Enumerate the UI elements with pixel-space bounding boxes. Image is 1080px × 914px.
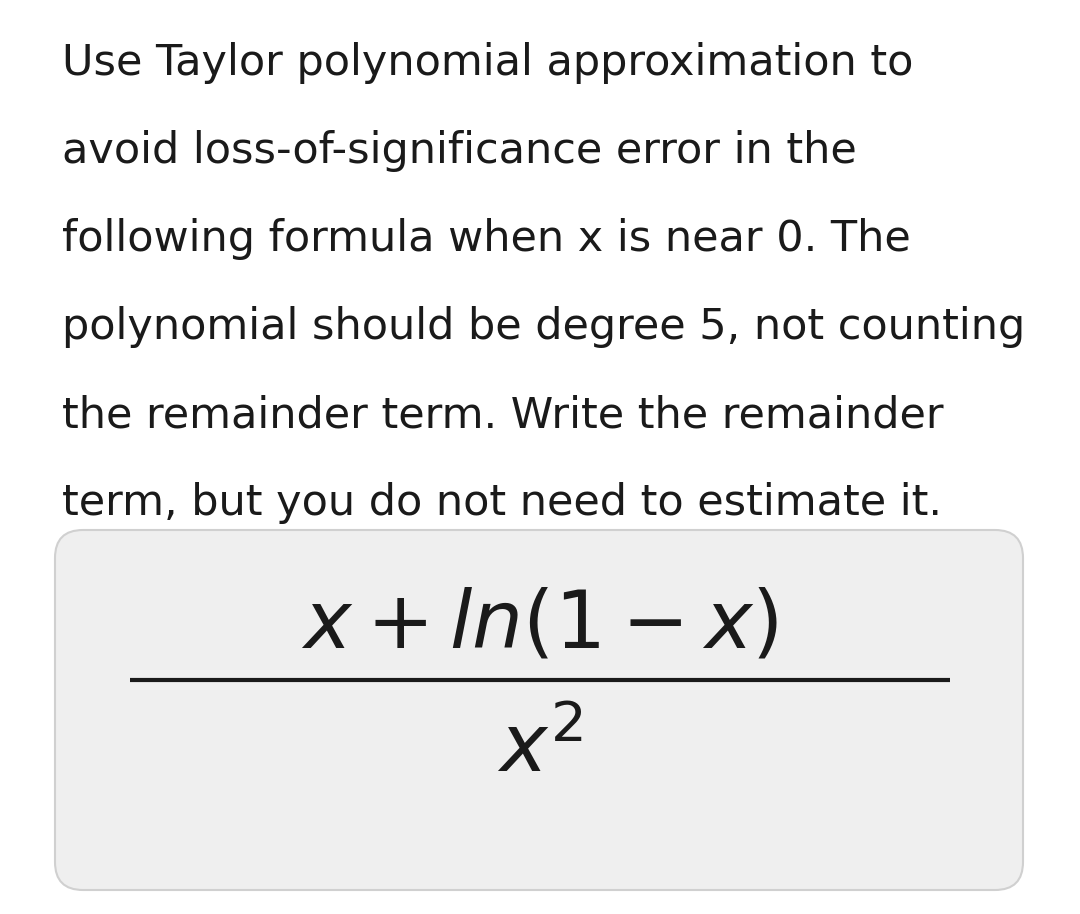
Text: avoid loss-of-significance error in the: avoid loss-of-significance error in the: [62, 130, 856, 172]
Text: the remainder term. Write the remainder: the remainder term. Write the remainder: [62, 394, 944, 436]
Text: term, but you do not need to estimate it.: term, but you do not need to estimate it…: [62, 482, 942, 524]
Text: $\mathit{x} + \mathit{ln}(1 - \mathit{x})$: $\mathit{x} + \mathit{ln}(1 - \mathit{x}…: [301, 586, 779, 664]
Text: following formula when x is near 0. The: following formula when x is near 0. The: [62, 218, 910, 260]
Text: Use Taylor polynomial approximation to: Use Taylor polynomial approximation to: [62, 42, 914, 84]
FancyBboxPatch shape: [55, 530, 1023, 890]
Text: polynomial should be degree 5, not counting: polynomial should be degree 5, not count…: [62, 306, 1025, 348]
Text: $\mathit{x}^{2}$: $\mathit{x}^{2}$: [497, 711, 583, 789]
